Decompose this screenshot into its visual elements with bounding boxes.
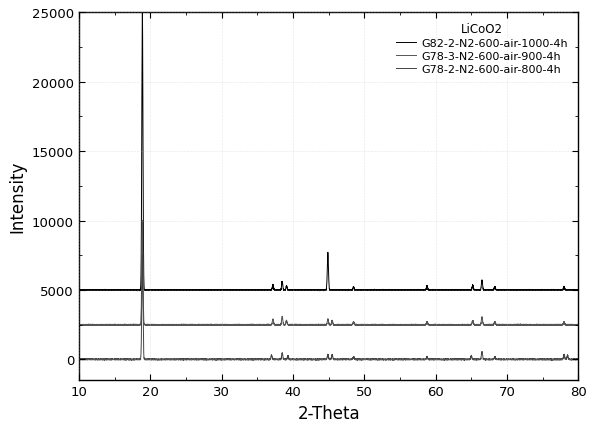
G82-2-N2-600-air-1000-4h: [76, 288, 83, 293]
G78-3-N2-600-air-900-4h: [575, 322, 582, 328]
G82-2-N2-600-air-1000-4h: [232, 288, 239, 293]
Line: G82-2-N2-600-air-1000-4h: G82-2-N2-600-air-1000-4h: [79, 13, 578, 291]
G82-2-N2-600-air-1000-4h: [231, 288, 239, 293]
G78-3-N2-600-air-900-4h: [76, 322, 83, 327]
G78-3-N2-600-air-900-4h: [306, 322, 313, 328]
G78-3-N2-600-air-900-4h: [232, 322, 239, 328]
G78-3-N2-600-air-900-4h: [205, 322, 212, 328]
G82-2-N2-600-air-1000-4h: [306, 288, 313, 293]
G82-2-N2-600-air-1000-4h: [575, 288, 582, 293]
G78-2-N2-600-air-800-4h: [76, 357, 83, 362]
X-axis label: 2-Theta: 2-Theta: [298, 404, 360, 422]
G82-2-N2-600-air-1000-4h: [139, 11, 146, 16]
G78-2-N2-600-air-800-4h: [231, 357, 239, 362]
G78-2-N2-600-air-800-4h: [232, 357, 239, 362]
G78-2-N2-600-air-800-4h: [575, 357, 582, 362]
G82-2-N2-600-air-1000-4h: [374, 288, 381, 293]
Y-axis label: Intensity: Intensity: [8, 161, 26, 233]
G78-3-N2-600-air-900-4h: [231, 322, 239, 328]
G78-2-N2-600-air-800-4h: [306, 357, 313, 362]
G78-3-N2-600-air-900-4h: [139, 218, 146, 224]
Line: G78-3-N2-600-air-900-4h: G78-3-N2-600-air-900-4h: [79, 221, 578, 326]
Legend: G82-2-N2-600-air-1000-4h, G78-3-N2-600-air-900-4h, G78-2-N2-600-air-800-4h: G82-2-N2-600-air-1000-4h, G78-3-N2-600-a…: [392, 19, 573, 79]
G78-2-N2-600-air-800-4h: [513, 357, 520, 362]
G78-2-N2-600-air-800-4h: [139, 253, 146, 258]
G78-2-N2-600-air-800-4h: [374, 358, 381, 363]
G78-2-N2-600-air-800-4h: [205, 357, 212, 362]
G78-3-N2-600-air-900-4h: [374, 322, 381, 327]
G82-2-N2-600-air-1000-4h: [134, 289, 141, 294]
G82-2-N2-600-air-1000-4h: [205, 288, 212, 293]
G78-3-N2-600-air-900-4h: [513, 322, 520, 328]
G78-2-N2-600-air-800-4h: [374, 357, 381, 362]
G82-2-N2-600-air-1000-4h: [513, 288, 520, 293]
Line: G78-2-N2-600-air-800-4h: G78-2-N2-600-air-800-4h: [79, 255, 578, 360]
G78-3-N2-600-air-900-4h: [510, 323, 517, 328]
